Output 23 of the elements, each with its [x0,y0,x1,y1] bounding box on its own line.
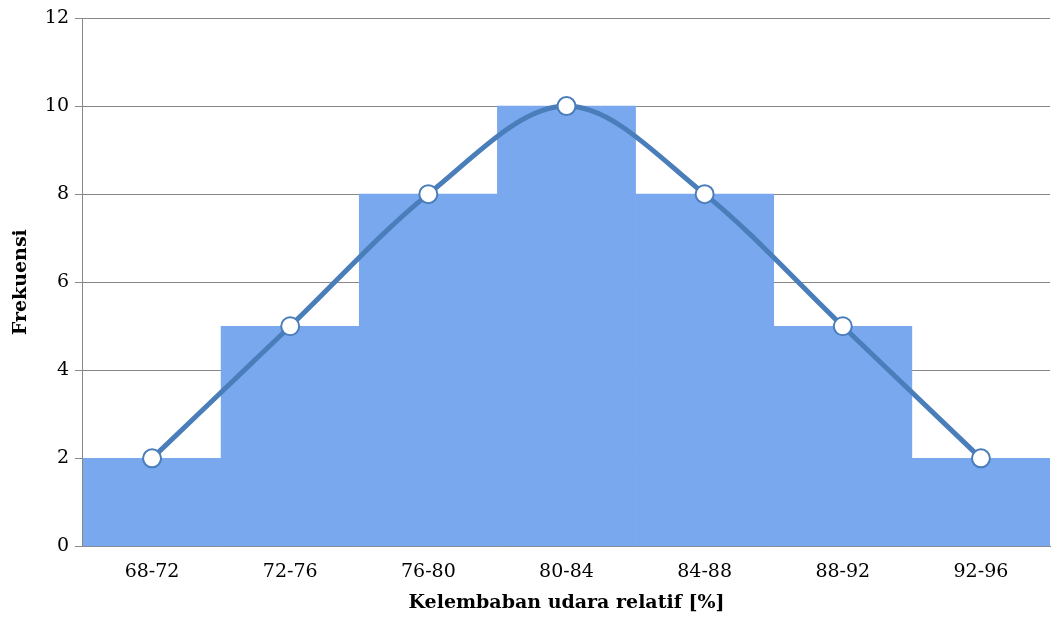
y-tick-label: 12 [44,4,69,27]
x-tick-label: 88-92 [815,558,871,581]
point [970,448,991,469]
y-tick-label: 10 [44,93,69,115]
point [694,184,715,205]
x-tick-label: 80-84 [539,558,594,581]
y-tick-label: 8 [56,181,69,204]
point [280,316,301,337]
y-tick-label: 0 [56,533,69,556]
point [142,448,163,469]
x-tick-label: 72-76 [262,558,318,581]
x-tick-label: 84-88 [677,558,733,581]
x-axis-title: Kelembaban udara relatif [%] [408,589,725,612]
point [832,316,853,337]
x-tick-label: 76-80 [400,558,456,581]
y-tick-label: 2 [56,445,69,468]
y-tick-label: 6 [56,269,69,292]
point [418,184,439,205]
y-axis-title: Frekuensi [8,229,31,336]
x-tick-label: 68-72 [124,558,180,581]
point [556,96,577,117]
x-tick-label: 92-96 [953,558,1009,581]
y-tick-label: 4 [56,357,69,380]
